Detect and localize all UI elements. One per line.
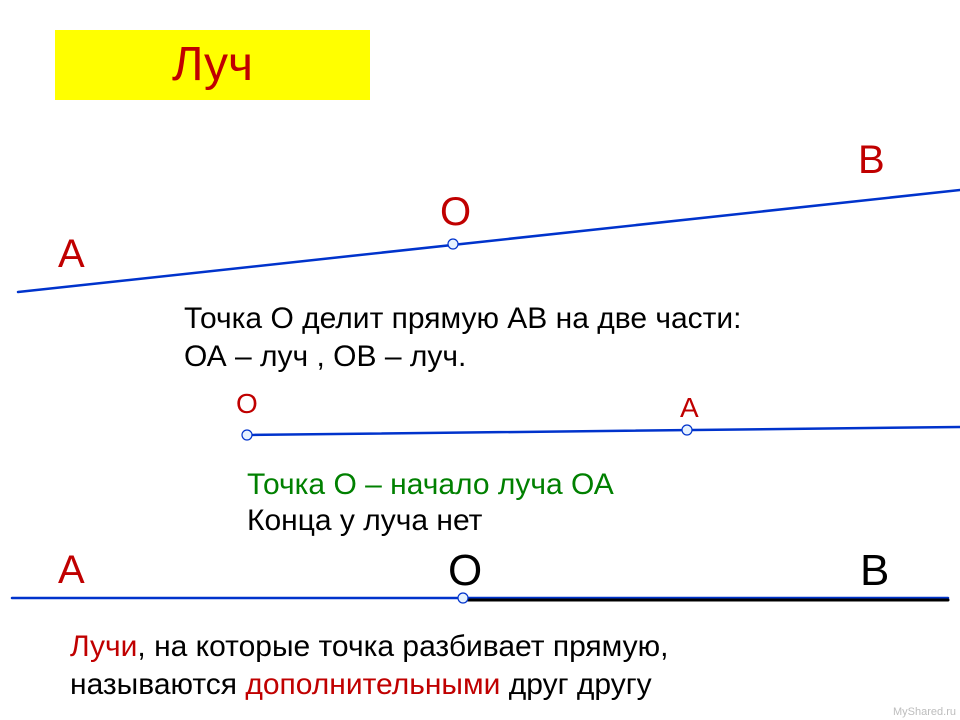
label-A-line3: А (58, 548, 85, 593)
diagram-stage: Луч А О В Точка О делит прямую АВ на две… (0, 0, 960, 720)
text-divides-line: Точка О делит прямую АВ на две части: (184, 302, 742, 336)
text-complementary-rays-2: называются дополнительными друг другу (70, 668, 652, 702)
label-O-line1: О (440, 190, 471, 235)
text-complementary-rays-1: Лучи, на которые точка разбивает прямую, (70, 630, 668, 664)
label-O-ray2: О (236, 388, 258, 420)
label-A-line1: А (58, 232, 85, 277)
title-ray: Луч (55, 30, 370, 100)
label-O-line3: О (448, 546, 482, 596)
geometry-svg (0, 0, 960, 720)
text-ray-no-end: Конца у луча нет (247, 504, 482, 538)
label-B-line3: В (860, 546, 889, 596)
text-ray-origin: Точка О – начало луча ОА (247, 468, 614, 502)
title-text: Луч (172, 38, 253, 91)
watermark: MyShared.ru (893, 706, 956, 718)
label-B-line1: В (858, 138, 885, 183)
label-A-ray2: А (680, 392, 699, 424)
text-oa-ob-rays: ОА – луч , ОВ – луч. (184, 340, 466, 374)
